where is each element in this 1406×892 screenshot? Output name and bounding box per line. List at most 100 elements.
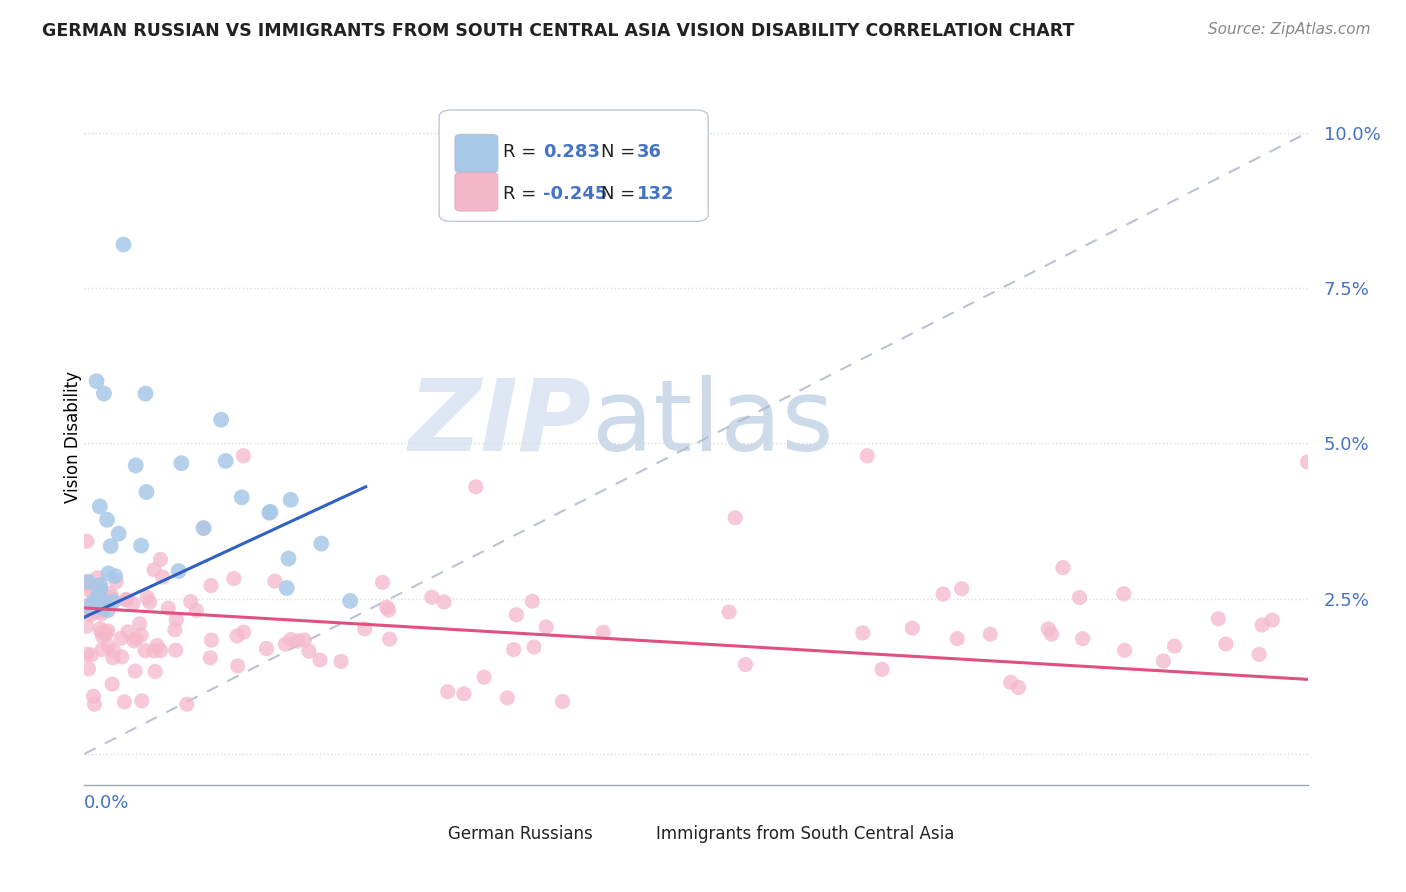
Text: R =: R = (503, 143, 541, 161)
Point (1261, 613, 1284, 627)
Point (1069, 591, 1091, 605)
Point (101, 650, 124, 665)
FancyBboxPatch shape (456, 135, 498, 173)
Point (135, 386, 157, 401)
Point (436, 684, 458, 698)
Point (77, 662, 100, 676)
FancyBboxPatch shape (456, 173, 498, 211)
Point (97, 566, 120, 581)
Point (87, 587, 110, 601)
Point (1038, 622, 1060, 636)
Point (1071, 632, 1094, 646)
Point (76, 534, 98, 549)
Point (152, 570, 174, 584)
Point (76, 577, 98, 591)
Point (89, 586, 111, 600)
Point (1215, 637, 1237, 651)
Text: -0.245: -0.245 (543, 185, 607, 202)
Point (170, 456, 193, 470)
Point (256, 641, 278, 656)
Point (101, 677, 124, 691)
Point (496, 690, 519, 705)
Point (870, 662, 893, 676)
Point (125, 632, 148, 646)
Point (135, 485, 157, 500)
Point (77, 574, 100, 589)
Point (534, 620, 557, 634)
Point (353, 622, 375, 636)
Point (97, 603, 120, 617)
Point (950, 582, 973, 596)
Text: N =: N = (600, 143, 641, 161)
Point (138, 595, 160, 609)
Point (86, 571, 108, 585)
Point (107, 526, 129, 541)
Point (226, 659, 249, 673)
Point (149, 643, 172, 657)
Point (117, 624, 139, 639)
Text: Immigrants from South Central Asia: Immigrants from South Central Asia (655, 825, 955, 843)
Point (371, 575, 394, 590)
Point (86, 374, 108, 388)
Point (80, 607, 103, 622)
Point (292, 632, 315, 647)
Point (136, 591, 159, 605)
Point (90, 585, 112, 599)
Point (1052, 560, 1074, 574)
Point (932, 587, 955, 601)
Point (76, 648, 98, 662)
Text: ZIP: ZIP (409, 375, 592, 472)
Point (114, 592, 136, 607)
Point (1114, 643, 1136, 657)
Point (77, 579, 100, 593)
Point (209, 413, 232, 427)
Point (90, 604, 112, 618)
Point (522, 594, 544, 608)
Point (901, 621, 924, 635)
Point (115, 592, 138, 607)
Point (83, 697, 105, 711)
Point (112, 695, 135, 709)
Point (104, 569, 127, 583)
Point (946, 632, 969, 646)
Point (718, 605, 741, 619)
Point (309, 536, 332, 550)
Point (101, 594, 124, 608)
Point (143, 644, 166, 658)
Point (94, 597, 117, 611)
Point (464, 480, 486, 494)
Point (551, 694, 574, 708)
Point (89, 622, 111, 636)
Text: 36: 36 (637, 143, 662, 161)
Point (330, 655, 353, 669)
Point (100, 586, 122, 600)
FancyBboxPatch shape (409, 816, 447, 851)
Point (186, 603, 208, 617)
Point (167, 564, 190, 578)
Point (143, 563, 166, 577)
Point (110, 631, 132, 645)
Point (100, 539, 122, 553)
Point (94, 626, 117, 640)
Point (90, 625, 112, 640)
Point (263, 574, 285, 588)
Text: Source: ZipAtlas.com: Source: ZipAtlas.com (1208, 22, 1371, 37)
Point (856, 449, 879, 463)
Point (125, 458, 148, 473)
Point (112, 237, 135, 252)
Point (1000, 675, 1022, 690)
Point (280, 632, 302, 647)
Point (1040, 627, 1063, 641)
Point (433, 595, 456, 609)
Point (472, 670, 495, 684)
Point (232, 625, 254, 640)
Point (259, 505, 281, 519)
Point (100, 590, 122, 604)
Point (378, 632, 401, 646)
Point (1163, 639, 1185, 653)
Point (1152, 654, 1174, 668)
Point (734, 657, 756, 672)
Point (176, 697, 198, 711)
FancyBboxPatch shape (616, 816, 655, 851)
Text: 132: 132 (637, 185, 675, 202)
